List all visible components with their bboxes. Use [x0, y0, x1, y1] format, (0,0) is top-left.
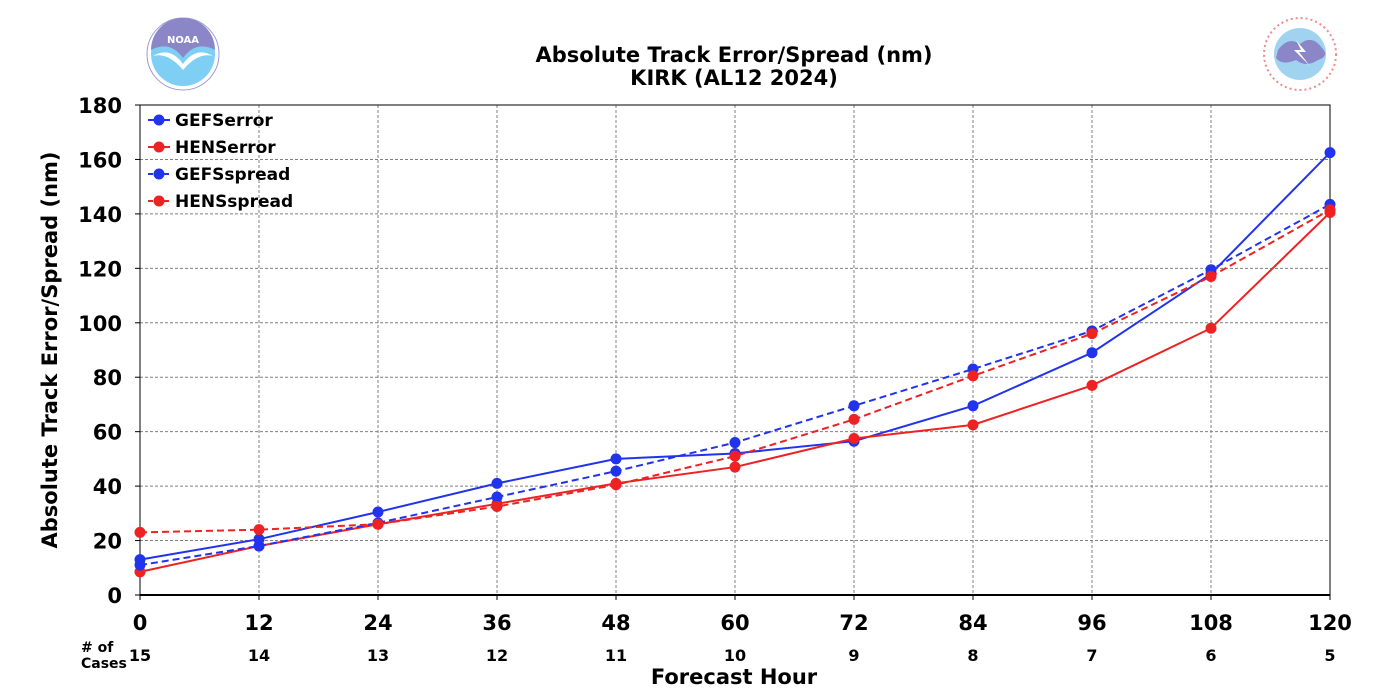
data-point-hensspread — [1205, 271, 1217, 282]
cases-value: 12 — [486, 646, 508, 665]
cases-value: 11 — [605, 646, 627, 665]
y-tick-label: 40 — [93, 475, 122, 499]
legend-marker-gefsspread — [153, 168, 165, 180]
series-line-hensspread — [139, 208, 1331, 534]
cases-label: # of Cases — [81, 640, 127, 672]
data-point-gefsspread — [610, 465, 622, 477]
y-tick-label: 160 — [78, 148, 122, 172]
legend-marker-henserror — [153, 141, 165, 153]
chart-subtitle: KIRK (AL12 2024) — [630, 66, 838, 90]
data-point-hensspread — [610, 479, 622, 491]
data-point-henserror — [1205, 322, 1217, 334]
data-point-gefsspread — [253, 540, 265, 552]
data-point-hensspread — [967, 370, 979, 382]
data-point-hensspread — [372, 518, 384, 530]
x-tick-label: 36 — [482, 611, 511, 635]
data-point-hensspread — [253, 524, 265, 536]
y-tick-label: 20 — [93, 530, 122, 554]
x-tick-label: 108 — [1189, 611, 1233, 635]
noaa-logo-text: NOAA — [167, 35, 199, 46]
x-tick-label: 12 — [244, 611, 273, 635]
data-point-gefserror — [491, 477, 503, 489]
data-point-gefsspread — [134, 559, 146, 571]
cases-value: 7 — [1086, 646, 1097, 665]
x-tick-label: 24 — [363, 611, 392, 635]
cases-value: 9 — [848, 646, 859, 665]
y-tick-label: 180 — [78, 94, 122, 118]
data-point-henserror — [967, 419, 979, 431]
cases-value: 6 — [1205, 646, 1216, 665]
y-tick-label: 100 — [78, 312, 122, 336]
nws-logo-icon — [1263, 17, 1337, 91]
cases-value: 15 — [129, 646, 151, 665]
legend-label-henserror: HENSerror — [175, 138, 276, 158]
x-tick-label: 72 — [839, 611, 868, 635]
legend-label-gefserror: GEFSerror — [175, 111, 273, 131]
data-point-henserror — [1086, 379, 1098, 391]
data-point-gefsspread — [491, 491, 503, 503]
data-point-hensspread — [1324, 204, 1336, 216]
y-tick-label: 80 — [93, 366, 122, 390]
x-tick-label: 120 — [1308, 611, 1352, 635]
x-tick-label: 0 — [133, 611, 148, 635]
x-axis-label: Forecast Hour — [651, 665, 818, 689]
chart-title: Absolute Track Error/Spread (nm) — [535, 43, 932, 67]
data-point-gefserror — [610, 453, 622, 465]
data-point-hensspread — [134, 526, 146, 538]
legend-marker-hensspread — [153, 195, 165, 207]
y-tick-label: 140 — [78, 203, 122, 227]
y-axis-label: Absolute Track Error/Spread (nm) — [38, 151, 62, 548]
cases-value: 10 — [724, 646, 746, 665]
data-point-henserror — [729, 461, 741, 473]
x-tick-label: 96 — [1077, 611, 1106, 635]
x-tick-label: 48 — [601, 611, 630, 635]
cases-value: 5 — [1324, 646, 1335, 665]
x-tick-label: 60 — [720, 611, 749, 635]
data-point-gefserror — [1324, 147, 1336, 159]
data-point-hensspread — [1086, 328, 1098, 340]
y-tick-label: 120 — [78, 257, 122, 281]
cases-value: 8 — [967, 646, 978, 665]
data-point-gefserror — [1086, 347, 1098, 359]
data-point-gefsspread — [848, 400, 860, 412]
legend-label-gefsspread: GEFSspread — [175, 165, 290, 185]
data-point-hensspread — [729, 450, 741, 462]
y-tick-label: 0 — [107, 584, 122, 608]
legend-marker-gefserror — [153, 114, 165, 126]
data-point-gefserror — [372, 506, 384, 518]
data-point-gefserror — [967, 400, 979, 412]
legend-label-hensspread: HENSspread — [175, 192, 293, 212]
noaa-logo-icon: NOAA — [146, 17, 220, 91]
data-point-hensspread — [491, 501, 503, 513]
data-point-henserror — [848, 432, 860, 444]
cases-value: 13 — [367, 646, 389, 665]
y-tick-label: 60 — [93, 421, 122, 445]
cases-value: 14 — [248, 646, 270, 665]
data-point-gefsspread — [729, 437, 741, 449]
x-tick-label: 84 — [958, 611, 987, 635]
data-point-hensspread — [848, 413, 860, 425]
